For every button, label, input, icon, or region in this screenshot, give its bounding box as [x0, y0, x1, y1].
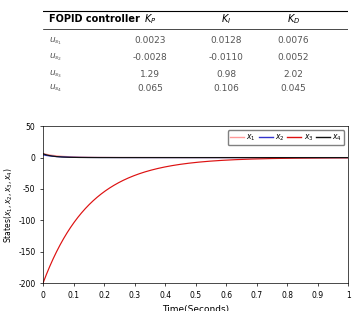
Text: 0.045: 0.045: [280, 84, 306, 93]
X-axis label: Time(Seconds): Time(Seconds): [162, 305, 229, 311]
Text: -0.0110: -0.0110: [209, 53, 244, 62]
Text: 0.0128: 0.0128: [210, 36, 242, 45]
Text: 0.106: 0.106: [213, 84, 239, 93]
$x_3$: [56, 246, 61, 249]
$x_4$: [281, 156, 285, 160]
$x_1$: [56, 154, 61, 158]
Text: 0.0076: 0.0076: [278, 36, 309, 45]
Legend: $x_1$, $x_2$, $x_3$, $x_4$: $x_1$, $x_2$, $x_3$, $x_4$: [228, 130, 344, 145]
Text: 0.065: 0.065: [137, 84, 163, 93]
Line: $x_3$: $x_3$: [43, 158, 348, 283]
Text: $K_D$: $K_D$: [287, 12, 300, 26]
$x_4$: [337, 156, 341, 160]
Text: $u_{s_3}$: $u_{s_3}$: [49, 68, 62, 80]
Line: $x_1$: $x_1$: [43, 154, 348, 158]
$x_1$: [337, 156, 341, 160]
Text: 2.02: 2.02: [283, 70, 303, 79]
$x_2$: [181, 156, 186, 160]
$x_3$: [41, 281, 45, 285]
$x_2$: [189, 156, 194, 160]
$x_1$: [337, 156, 341, 160]
$x_1$: [346, 156, 350, 160]
$x_3$: [346, 156, 350, 160]
$x_3$: [337, 156, 341, 160]
$x_2$: [41, 153, 45, 157]
$x_3$: [189, 161, 194, 165]
Text: $K_I$: $K_I$: [221, 12, 231, 26]
$x_4$: [181, 156, 186, 160]
Text: $u_{s_1}$: $u_{s_1}$: [49, 35, 62, 47]
Line: $x_4$: $x_4$: [43, 154, 348, 158]
$x_1$: [181, 156, 186, 160]
$x_4$: [346, 156, 350, 160]
$x_3$: [337, 156, 341, 160]
Text: $u_{s_4}$: $u_{s_4}$: [49, 83, 63, 94]
$x_2$: [346, 156, 350, 160]
$x_4$: [189, 156, 194, 160]
Text: 0.0052: 0.0052: [278, 53, 309, 62]
Text: $K_P$: $K_P$: [144, 12, 156, 26]
Text: 1.29: 1.29: [140, 70, 160, 79]
$x_3$: [281, 156, 285, 160]
$x_1$: [281, 156, 285, 160]
Text: $u_{s_2}$: $u_{s_2}$: [49, 52, 62, 63]
Text: FOPID controller: FOPID controller: [49, 14, 140, 24]
$x_2$: [337, 156, 341, 160]
Y-axis label: States$(x_1,x_2,x_3,x_4)$: States$(x_1,x_2,x_3,x_4)$: [3, 167, 15, 243]
$x_1$: [189, 156, 194, 160]
$x_2$: [56, 155, 61, 159]
Text: 0.98: 0.98: [216, 70, 236, 79]
Text: -0.0028: -0.0028: [132, 53, 167, 62]
$x_4$: [56, 155, 61, 159]
$x_2$: [281, 156, 285, 160]
$x_4$: [41, 152, 45, 156]
$x_4$: [337, 156, 341, 160]
$x_2$: [337, 156, 341, 160]
$x_3$: [181, 162, 186, 166]
Text: 0.0023: 0.0023: [134, 36, 165, 45]
Line: $x_2$: $x_2$: [43, 155, 348, 158]
$x_1$: [41, 152, 45, 156]
